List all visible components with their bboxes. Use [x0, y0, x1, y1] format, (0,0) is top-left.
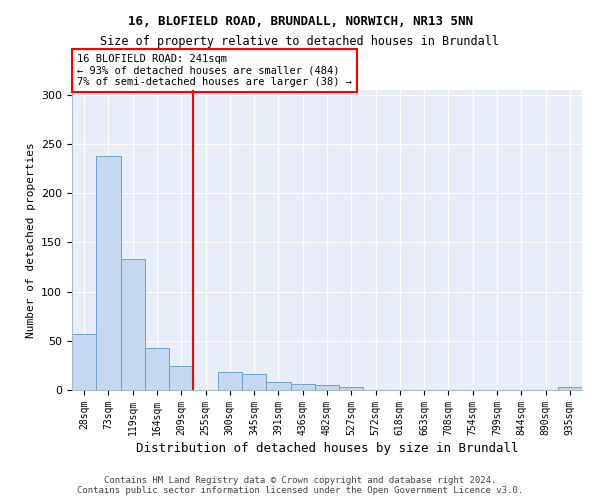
Text: Size of property relative to detached houses in Brundall: Size of property relative to detached ho…: [101, 35, 499, 48]
Bar: [121, 259, 145, 390]
Bar: [218, 372, 242, 390]
Text: 16 BLOFIELD ROAD: 241sqm
← 93% of detached houses are smaller (484)
7% of semi-d: 16 BLOFIELD ROAD: 241sqm ← 93% of detach…: [77, 54, 352, 87]
Bar: [266, 382, 290, 390]
Bar: [290, 384, 315, 390]
Bar: [558, 387, 582, 390]
Bar: [339, 387, 364, 390]
Bar: [72, 334, 96, 390]
Bar: [145, 348, 169, 390]
Bar: [315, 385, 339, 390]
Y-axis label: Number of detached properties: Number of detached properties: [26, 142, 35, 338]
Bar: [242, 374, 266, 390]
X-axis label: Distribution of detached houses by size in Brundall: Distribution of detached houses by size …: [136, 442, 518, 455]
Bar: [96, 156, 121, 390]
Text: 16, BLOFIELD ROAD, BRUNDALL, NORWICH, NR13 5NN: 16, BLOFIELD ROAD, BRUNDALL, NORWICH, NR…: [128, 15, 473, 28]
Bar: [169, 366, 193, 390]
Text: Contains HM Land Registry data © Crown copyright and database right 2024.
Contai: Contains HM Land Registry data © Crown c…: [77, 476, 523, 495]
